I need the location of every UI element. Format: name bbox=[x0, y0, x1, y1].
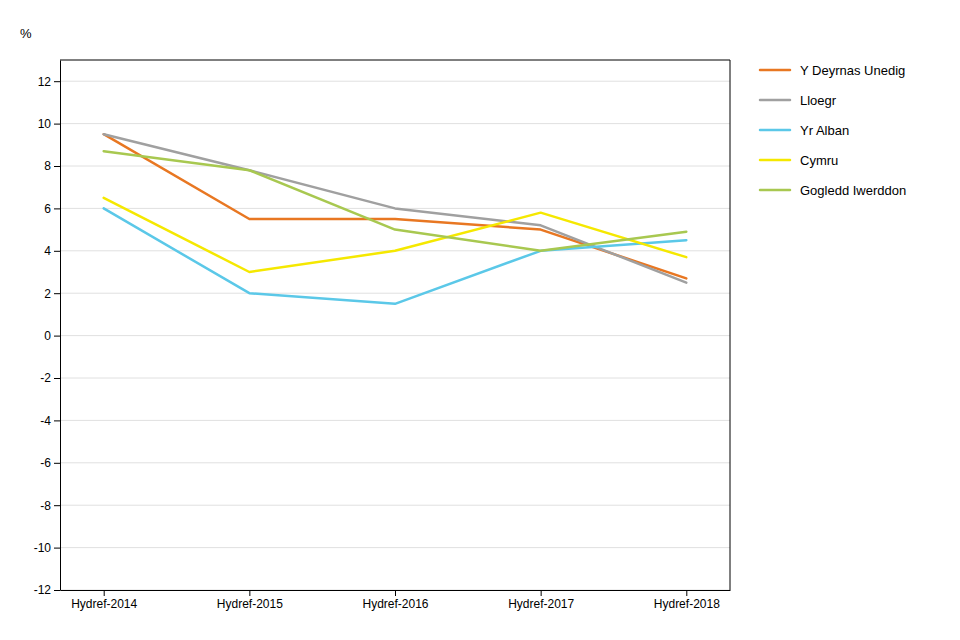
y-tick: -4 bbox=[40, 414, 60, 428]
y-tick: 12 bbox=[38, 75, 60, 89]
legend-item: Gogledd Iwerddon bbox=[760, 183, 906, 198]
y-tick-label: 0 bbox=[44, 329, 51, 343]
legend-swatch bbox=[760, 189, 790, 192]
x-tick-label: Hydref-2015 bbox=[217, 597, 283, 611]
y-tick-label: -4 bbox=[40, 414, 51, 428]
y-tick-mark bbox=[54, 378, 60, 379]
y-tick-label: 8 bbox=[44, 159, 51, 173]
y-tick-label: -8 bbox=[40, 499, 51, 513]
y-tick-label: -12 bbox=[34, 583, 52, 597]
legend-item: Y Deyrnas Unedig bbox=[760, 63, 905, 78]
y-axis: -12 -10 -8 -6 -4 -2 0 2 4 6 8 10 12 bbox=[34, 61, 61, 598]
x-tick-mark bbox=[541, 590, 542, 596]
x-tick: Hydref-2015 bbox=[217, 590, 283, 611]
series-line bbox=[104, 208, 687, 303]
legend: Y Deyrnas Unedig Lloegr Yr Alban Cymru Gogle… bbox=[760, 63, 906, 198]
legend-item: Cymru bbox=[760, 153, 838, 168]
y-axis-title: % bbox=[20, 26, 32, 41]
y-tick-mark bbox=[54, 336, 60, 337]
legend-swatch bbox=[760, 159, 790, 162]
grid-line bbox=[60, 293, 730, 294]
y-tick: -10 bbox=[34, 541, 60, 555]
y-tick-mark bbox=[54, 463, 60, 464]
legend-swatch bbox=[760, 99, 790, 102]
y-tick: 4 bbox=[44, 244, 60, 258]
grid-line bbox=[60, 378, 730, 379]
y-tick-label: 4 bbox=[44, 244, 51, 258]
y-tick-label: 6 bbox=[44, 202, 51, 216]
x-tick: Hydref-2017 bbox=[508, 590, 574, 611]
y-tick: -12 bbox=[34, 583, 60, 597]
y-tick: 2 bbox=[44, 287, 60, 301]
y-tick-mark bbox=[54, 548, 60, 549]
legend-label: Lloegr bbox=[800, 93, 837, 108]
series-line bbox=[104, 151, 687, 251]
y-tick-mark bbox=[54, 81, 60, 82]
y-tick-mark bbox=[54, 251, 60, 252]
legend-label: Y Deyrnas Unedig bbox=[800, 63, 905, 78]
lines bbox=[104, 134, 687, 304]
plot-frame bbox=[60, 60, 730, 61]
grid-line bbox=[60, 335, 730, 336]
y-tick: 0 bbox=[44, 329, 60, 343]
y-tick: -6 bbox=[40, 456, 60, 470]
x-tick-label: Hydref-2016 bbox=[362, 597, 428, 611]
x-tick-label: Hydref-2017 bbox=[508, 597, 574, 611]
legend-item: Lloegr bbox=[760, 93, 837, 108]
y-tick-label: 10 bbox=[38, 117, 52, 131]
x-tick-mark bbox=[249, 590, 250, 596]
legend-label: Gogledd Iwerddon bbox=[800, 183, 906, 198]
x-tick-mark bbox=[104, 590, 105, 596]
y-tick-mark bbox=[54, 293, 60, 294]
grid-line bbox=[60, 123, 730, 124]
chart: -12-10-8-6-4-2024681012Hydref-2014Hydref… bbox=[0, 0, 960, 640]
y-tick-mark bbox=[54, 208, 60, 209]
y-tick-label: 12 bbox=[38, 75, 52, 89]
y-axis-line bbox=[60, 61, 61, 591]
legend-label: Cymru bbox=[800, 153, 838, 168]
legend-swatch bbox=[760, 129, 790, 132]
y-tick: -2 bbox=[40, 371, 60, 385]
x-tick-label: Hydref-2014 bbox=[71, 597, 137, 611]
plot-frame bbox=[730, 60, 731, 590]
x-tick-label: Hydref-2018 bbox=[654, 597, 720, 611]
grid bbox=[60, 81, 730, 590]
grid-line bbox=[60, 420, 730, 421]
grid-line bbox=[60, 505, 730, 506]
grid-line bbox=[60, 462, 730, 463]
x-tick: Hydref-2018 bbox=[654, 590, 720, 611]
y-tick: -8 bbox=[40, 499, 60, 513]
y-tick: 10 bbox=[38, 117, 60, 131]
y-tick-label: -2 bbox=[40, 371, 51, 385]
y-tick-label: -10 bbox=[34, 541, 52, 555]
x-tick: Hydref-2016 bbox=[362, 590, 428, 611]
x-tick-mark bbox=[686, 590, 687, 596]
y-tick-mark bbox=[54, 590, 60, 591]
y-tick: 8 bbox=[44, 159, 60, 173]
plot: -12-10-8-6-4-2024681012Hydref-2014Hydref… bbox=[34, 60, 731, 611]
x-tick-mark bbox=[395, 590, 396, 596]
series-line bbox=[104, 198, 687, 272]
y-tick-label: -6 bbox=[40, 456, 51, 470]
grid-line bbox=[60, 81, 730, 82]
y-tick-label: 2 bbox=[44, 287, 51, 301]
grid-line bbox=[60, 547, 730, 548]
x-tick: Hydref-2014 bbox=[71, 590, 137, 611]
y-tick: 6 bbox=[44, 202, 60, 216]
x-axis: Hydref-2014 Hydref-2015 Hydref-2016 Hydref-… bbox=[61, 590, 731, 611]
y-tick-mark bbox=[54, 420, 60, 421]
legend-label: Yr Alban bbox=[800, 123, 849, 138]
y-tick-mark bbox=[54, 124, 60, 125]
legend-swatch bbox=[760, 69, 790, 72]
y-tick-mark bbox=[54, 505, 60, 506]
legend-item: Yr Alban bbox=[760, 123, 849, 138]
y-tick-mark bbox=[54, 166, 60, 167]
